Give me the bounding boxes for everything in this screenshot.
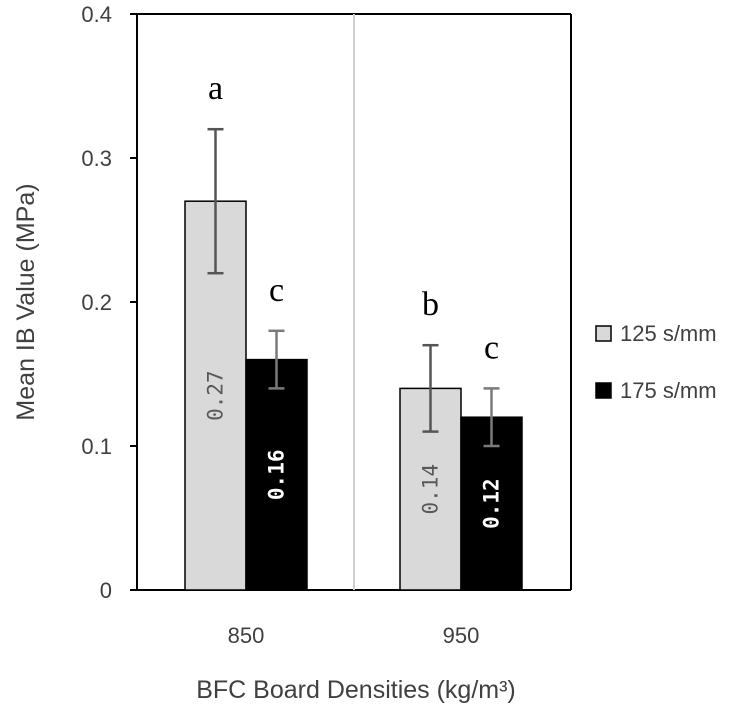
- data-label: 0.16: [265, 450, 289, 501]
- y-tick-label: 0.1: [81, 434, 112, 459]
- data-label: 0.14: [419, 464, 443, 515]
- y-tick-label: 0.4: [81, 2, 112, 27]
- x-axis-title: BFC Board Densities (kg/m³): [196, 676, 516, 704]
- significance-letter: c: [269, 272, 284, 309]
- x-tick-label: 850: [228, 623, 265, 648]
- legend-label-175: 175 s/mm: [620, 378, 717, 403]
- data-label: 0.27: [204, 370, 228, 421]
- legend-swatch-125: [595, 325, 612, 342]
- legend-label-125: 125 s/mm: [620, 321, 717, 346]
- data-label: 0.12: [480, 478, 504, 529]
- y-tick-label: 0.3: [81, 146, 112, 171]
- significance-letter: c: [484, 329, 499, 366]
- y-tick-label: 0: [100, 578, 112, 603]
- y-axis-title: Mean IB Value (MPa): [12, 183, 40, 420]
- legend-swatch-175: [595, 382, 612, 399]
- x-tick-label: 950: [443, 623, 480, 648]
- significance-letter: b: [422, 286, 439, 323]
- bar-175smm-850: [245, 358, 308, 591]
- significance-letter: a: [208, 70, 223, 107]
- legend: 125 s/mm 175 s/mm: [595, 321, 717, 403]
- y-tick-label: 0.2: [81, 290, 112, 315]
